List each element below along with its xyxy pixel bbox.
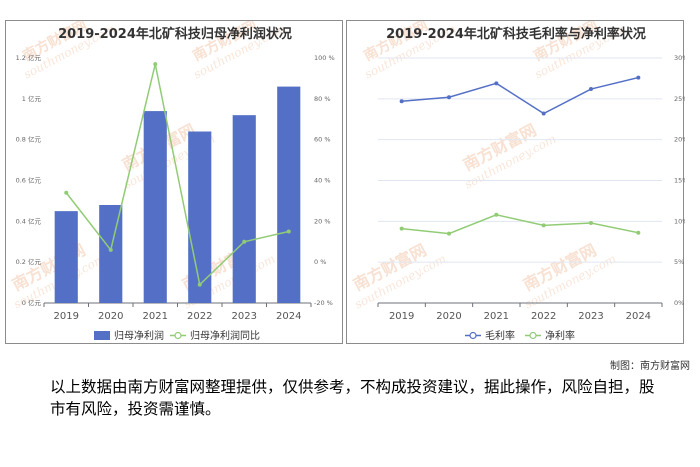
point-gross-margin — [494, 81, 499, 86]
y-left-tick-label: 0.2 亿元 — [16, 257, 42, 266]
x-tick-label: 2021 — [143, 311, 168, 322]
point-net-margin — [636, 230, 641, 235]
point-gross-margin — [589, 87, 593, 92]
point-net-profit-yoy — [64, 190, 69, 195]
legend-label-net-margin: 净利率 — [545, 329, 575, 342]
x-tick-label: 2023 — [232, 311, 257, 322]
bar-net-profit — [232, 115, 256, 304]
line-net-margin — [401, 214, 639, 235]
x-tick-label: 2021 — [484, 311, 509, 322]
bar-net-profit — [54, 211, 78, 303]
point-net-profit-yoy — [108, 247, 113, 252]
y-left-tick-label: 1 亿元 — [22, 94, 42, 103]
x-tick-label: 2024 — [626, 311, 651, 322]
plot-area: 0% 5% 10% 15% 20% 25% 30% 2019 2020 2021 2022 2023 2… — [377, 54, 685, 322]
chart-credit: 制图：南方财富网 — [610, 361, 690, 372]
y-tick-label: 10% — [674, 217, 685, 225]
bar-net-profit — [188, 131, 212, 303]
line-net-profit-yoy — [65, 63, 289, 287]
point-net-margin — [589, 220, 593, 225]
y-tick-label: 0% — [674, 299, 684, 307]
point-net-profit-yoy — [286, 229, 291, 234]
point-gross-margin — [447, 95, 451, 100]
y-tick-label: 20% — [674, 136, 685, 144]
chart-title: 2019-2024年北矿科技毛利率与净利率状况 — [386, 26, 646, 42]
x-tick-label: 2020 — [98, 311, 123, 322]
bar-net-profit — [143, 111, 167, 303]
point-gross-margin — [541, 111, 546, 116]
legend-line-marker — [174, 331, 182, 340]
y-left-tick-label: 0.8 亿元 — [16, 135, 42, 144]
point-gross-margin — [399, 99, 404, 104]
bar-net-profit — [99, 205, 123, 303]
point-net-margin — [399, 226, 404, 231]
chart-title: 2019-2024年北矿科技归母净利润状况 — [58, 26, 292, 42]
y-right-tick-label: -20 % — [314, 299, 333, 307]
point-net-profit-yoy — [197, 282, 202, 287]
x-tick-label: 2023 — [578, 311, 603, 322]
y-right-tick-label: 0 % — [314, 258, 326, 266]
legend-gross-marker — [469, 331, 477, 340]
legend-net-marker — [529, 331, 537, 340]
point-gross-margin — [636, 75, 641, 80]
y-tick-label: 25% — [674, 95, 685, 103]
legend: 毛利率 净利率 — [465, 329, 575, 342]
y-right-tick-label: 80 % — [314, 95, 331, 103]
y-right-tick-label: 20 % — [314, 217, 331, 225]
legend-label-gross-margin: 毛利率 — [485, 329, 515, 342]
line-gross-margin — [401, 76, 639, 115]
legend-bar-swatch — [94, 331, 110, 340]
x-tick-label: 2022 — [531, 311, 556, 322]
plot-area: 0 亿元 0.2 亿元 0.4 亿元 0.6 亿元 0.8 亿元 1 亿元 1.2 亿元 -2… — [16, 53, 335, 322]
y-right-tick-label: 100 % — [314, 54, 335, 62]
disclaimer-text: 以上数据由南方财富网整理提供，仅供参考，不构成投资建议，据此操作，风险自担，股市… — [50, 378, 655, 418]
point-net-profit-yoy — [242, 239, 247, 244]
point-net-profit-yoy — [153, 62, 158, 67]
point-net-margin — [541, 223, 546, 228]
x-tick-label: 2020 — [436, 311, 461, 322]
y-tick-label: 5% — [674, 258, 684, 266]
x-tick-label: 2022 — [187, 311, 212, 322]
y-right-tick-label: 60 % — [314, 136, 331, 144]
y-tick-label: 15% — [674, 177, 685, 185]
legend-label-yoy: 归母净利润同比 — [190, 329, 260, 342]
point-net-margin — [494, 212, 499, 217]
y-left-tick-label: 0.4 亿元 — [16, 216, 42, 225]
legend-label-net-profit: 归母净利润 — [114, 329, 164, 342]
x-tick-label: 2024 — [276, 311, 301, 322]
margin-chart: 南方财富网 southmoney.com 南方财富网 southmoney.com 南方… — [346, 20, 685, 344]
y-tick-label: 30% — [674, 54, 685, 62]
x-tick-label: 2019 — [389, 311, 414, 322]
legend: 归母净利润 归母净利润同比 — [94, 329, 260, 342]
point-net-margin — [447, 231, 451, 236]
y-left-tick-label: 0 亿元 — [22, 298, 42, 307]
bar-net-profit — [277, 86, 301, 303]
y-left-tick-label: 1.2 亿元 — [16, 53, 42, 62]
x-tick-label: 2019 — [54, 311, 79, 322]
y-right-tick-label: 40 % — [314, 177, 331, 185]
net-profit-chart: 南方财富网 southmoney.com 南方财富网 southmoney.com 南方… — [5, 20, 343, 344]
y-left-tick-label: 0.6 亿元 — [16, 176, 42, 185]
